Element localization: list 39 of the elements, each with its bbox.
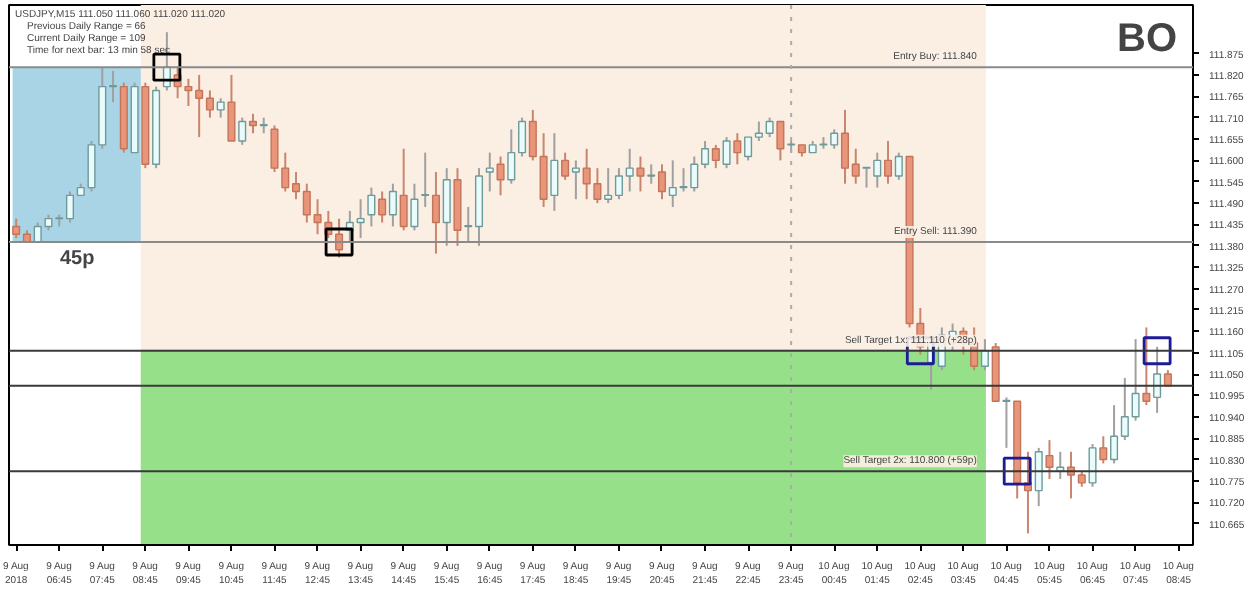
annotation: 45p: [59, 247, 95, 270]
candlestick: [883, 139, 893, 185]
candlestick: [378, 190, 387, 224]
candlestick: [388, 182, 397, 228]
candlestick: [1099, 435, 1108, 465]
candlestick: [733, 132, 742, 166]
candlestick: [442, 167, 451, 247]
candlestick: [367, 186, 376, 228]
candlestick: [1045, 439, 1054, 480]
candlestick: [776, 120, 785, 162]
candlestick: [1002, 396, 1011, 449]
candlestick: [248, 112, 258, 135]
candlestick: [571, 159, 580, 201]
candlestick: [410, 182, 419, 232]
candlestick: [485, 151, 494, 193]
candlestick: [1153, 345, 1162, 414]
candlestick: [636, 155, 645, 193]
candlestick: [227, 73, 236, 142]
point: [324, 227, 354, 257]
candlestick: [647, 163, 656, 185]
candlestick: [894, 151, 903, 181]
annotation: BO: [1117, 17, 1177, 61]
candlestick: [1034, 446, 1043, 508]
candlestick: [561, 151, 570, 181]
point: [152, 52, 182, 82]
candlestick: [1142, 326, 1151, 407]
candlestick: [238, 116, 247, 146]
candlestick: [550, 132, 559, 212]
candlestick: [216, 97, 225, 119]
candlestick: [399, 147, 408, 232]
point: [1142, 336, 1172, 366]
candlestick: [657, 163, 667, 201]
point: [1002, 456, 1032, 486]
candlestick: [421, 151, 430, 209]
candlestick: [431, 171, 440, 255]
candlestick: [722, 136, 731, 170]
candlestick: [1088, 442, 1097, 488]
candlestick: [711, 143, 720, 170]
candlestick: [496, 155, 505, 197]
